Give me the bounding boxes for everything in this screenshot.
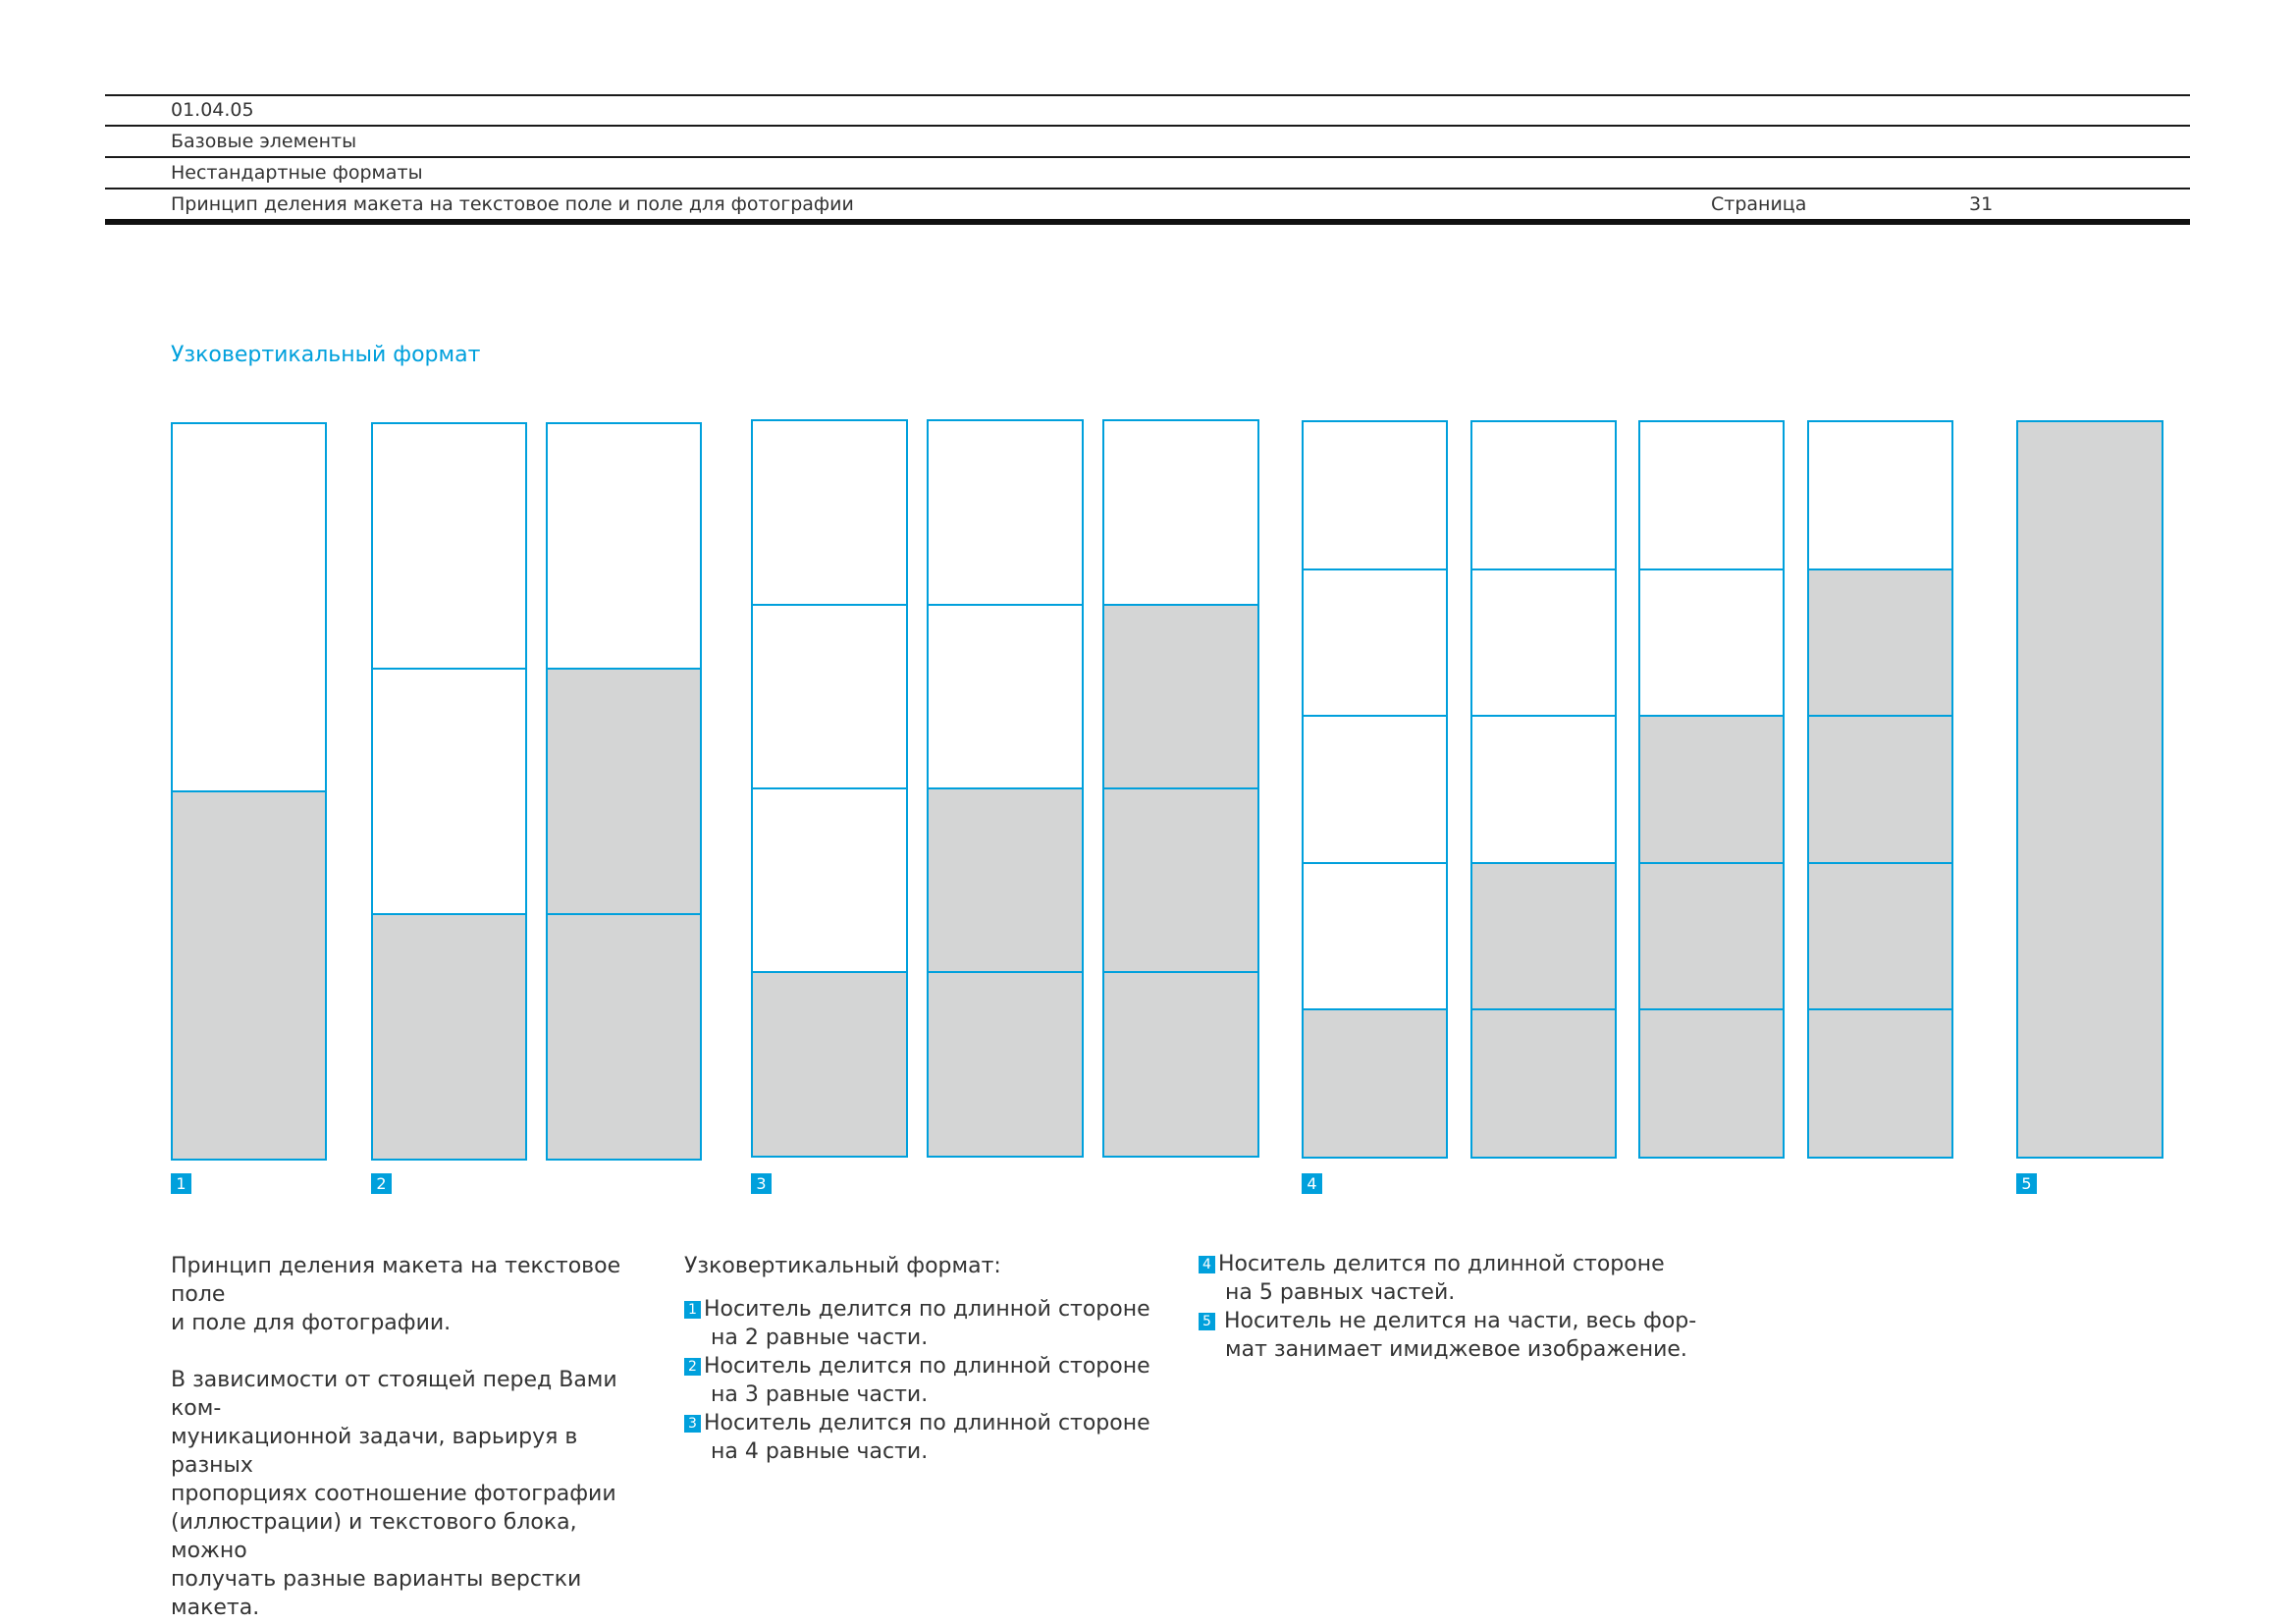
format-column bbox=[1302, 420, 1448, 1159]
text-line: муникационной задачи, варьируя в разных bbox=[171, 1425, 578, 1478]
intro-text: Принцип деления макета на текстовое поле… bbox=[171, 1252, 642, 1622]
part-divider bbox=[1809, 568, 1951, 570]
intro-paragraph-2: В зависимости от стоящей перед Вами ком-… bbox=[171, 1366, 642, 1622]
group-number-badge: 1 bbox=[171, 1173, 191, 1194]
format-column bbox=[1638, 420, 1785, 1159]
list-item-line: на 5 равных частей. bbox=[1225, 1280, 1456, 1305]
format-column bbox=[171, 422, 327, 1161]
header-rule-bottom bbox=[105, 219, 2190, 225]
photo-area bbox=[173, 791, 325, 1159]
list-item: 4 Носитель делится по длинной стороне на … bbox=[1199, 1250, 1709, 1307]
part-divider bbox=[1640, 568, 1783, 570]
intro-paragraph-1: Принцип деления макета на текстовое поле… bbox=[171, 1252, 642, 1337]
format-column bbox=[1102, 419, 1259, 1158]
header-page-number: 31 bbox=[1969, 193, 1994, 215]
number-badge: 4 bbox=[1199, 1256, 1215, 1273]
part-divider bbox=[1104, 604, 1257, 606]
photo-area bbox=[753, 972, 906, 1156]
part-divider bbox=[753, 971, 906, 973]
header-page-label: Страница bbox=[1711, 193, 1807, 215]
list-item-line: мат занимает имиджевое изображение. bbox=[1225, 1337, 1687, 1362]
list-title: Узковертикальный формат: bbox=[684, 1254, 1001, 1278]
part-divider bbox=[1104, 787, 1257, 789]
part-divider bbox=[1809, 862, 1951, 864]
text-line: и поле для фотографии. bbox=[171, 1311, 452, 1335]
part-divider bbox=[1640, 1008, 1783, 1010]
part-divider bbox=[929, 604, 1082, 606]
text-line: (иллюстрации) и текстового блока, можно bbox=[171, 1510, 577, 1563]
list-item: 5 Носитель не делится на части, весь фор-… bbox=[1199, 1307, 1709, 1364]
text-line: пропорциях соотношение фотографии bbox=[171, 1482, 616, 1506]
header-title: Принцип деления макета на текстовое поле… bbox=[171, 193, 854, 215]
format-column bbox=[2016, 420, 2163, 1159]
part-divider bbox=[173, 790, 325, 792]
list-item: 2 Носитель делится по длинной стороне на … bbox=[684, 1352, 1175, 1409]
part-divider bbox=[1472, 568, 1615, 570]
list-item-line: Носитель делится по длинной стороне bbox=[704, 1411, 1150, 1435]
number-badge: 5 bbox=[1199, 1313, 1215, 1330]
part-divider bbox=[1472, 1008, 1615, 1010]
part-divider bbox=[1640, 715, 1783, 717]
photo-area bbox=[373, 914, 525, 1159]
part-divider bbox=[1809, 715, 1951, 717]
list-item-line: на 4 равные части. bbox=[711, 1439, 929, 1464]
list-block-1: Узковертикальный формат: 1 Носитель делит… bbox=[684, 1252, 1175, 1466]
part-divider bbox=[1304, 568, 1446, 570]
part-divider bbox=[548, 668, 700, 670]
part-divider bbox=[753, 604, 906, 606]
header-subsection: Нестандартные форматы bbox=[171, 162, 423, 184]
part-divider bbox=[373, 668, 525, 670]
text-line: получать разные варианты верстки макета. bbox=[171, 1567, 582, 1620]
list-item-line: Носитель делится по длинной стороне bbox=[704, 1297, 1150, 1322]
part-divider bbox=[1304, 715, 1446, 717]
part-divider bbox=[1472, 715, 1615, 717]
part-divider bbox=[929, 971, 1082, 973]
part-divider bbox=[1104, 971, 1257, 973]
part-divider bbox=[1640, 862, 1783, 864]
format-column bbox=[371, 422, 527, 1161]
number-badge: 1 bbox=[684, 1301, 701, 1319]
group-number-badge: 3 bbox=[751, 1173, 772, 1194]
header-rule-1 bbox=[105, 125, 2190, 127]
list-item-line: Носитель не делится на части, весь фор- bbox=[1224, 1309, 1697, 1333]
group-number-badge: 5 bbox=[2016, 1173, 2037, 1194]
list-block-2: 4 Носитель делится по длинной стороне на … bbox=[1199, 1250, 1709, 1364]
format-column bbox=[1470, 420, 1617, 1159]
header-code: 01.04.05 bbox=[171, 99, 254, 121]
format-column bbox=[1807, 420, 1953, 1159]
part-divider bbox=[929, 787, 1082, 789]
format-column bbox=[546, 422, 702, 1161]
part-divider bbox=[1809, 1008, 1951, 1010]
photo-area bbox=[1104, 605, 1257, 1156]
part-divider bbox=[1304, 862, 1446, 864]
section-title: Узковертикальный формат bbox=[171, 343, 481, 367]
photo-area bbox=[1640, 716, 1783, 1157]
format-column bbox=[751, 419, 908, 1158]
photo-area bbox=[2018, 422, 2162, 1157]
list-item: 1 Носитель делится по длинной стороне на … bbox=[684, 1295, 1175, 1352]
group-number-badge: 2 bbox=[371, 1173, 392, 1194]
number-badge: 3 bbox=[684, 1415, 701, 1433]
part-divider bbox=[753, 787, 906, 789]
list-item-line: на 2 равные части. bbox=[711, 1326, 929, 1350]
part-divider bbox=[548, 913, 700, 915]
text-line: Принцип деления макета на текстовое поле bbox=[171, 1254, 621, 1307]
list-item-line: Носитель делится по длинной стороне bbox=[1218, 1252, 1665, 1276]
group-number-badge: 4 bbox=[1302, 1173, 1322, 1194]
header-rule-2 bbox=[105, 156, 2190, 158]
part-divider bbox=[1472, 862, 1615, 864]
header-rule-3 bbox=[105, 188, 2190, 189]
list-item-line: Носитель делится по длинной стороне bbox=[704, 1354, 1150, 1379]
list-item: 3 Носитель делится по длинной стороне на … bbox=[684, 1409, 1175, 1466]
header-rule-top bbox=[105, 94, 2190, 96]
format-column bbox=[927, 419, 1084, 1158]
part-divider bbox=[1304, 1008, 1446, 1010]
list-item-line: на 3 равные части. bbox=[711, 1382, 929, 1407]
number-badge: 2 bbox=[684, 1358, 701, 1376]
header-section: Базовые элементы bbox=[171, 131, 357, 152]
part-divider bbox=[373, 913, 525, 915]
photo-area bbox=[1304, 1009, 1446, 1157]
text-line: В зависимости от стоящей перед Вами ком- bbox=[171, 1368, 617, 1421]
